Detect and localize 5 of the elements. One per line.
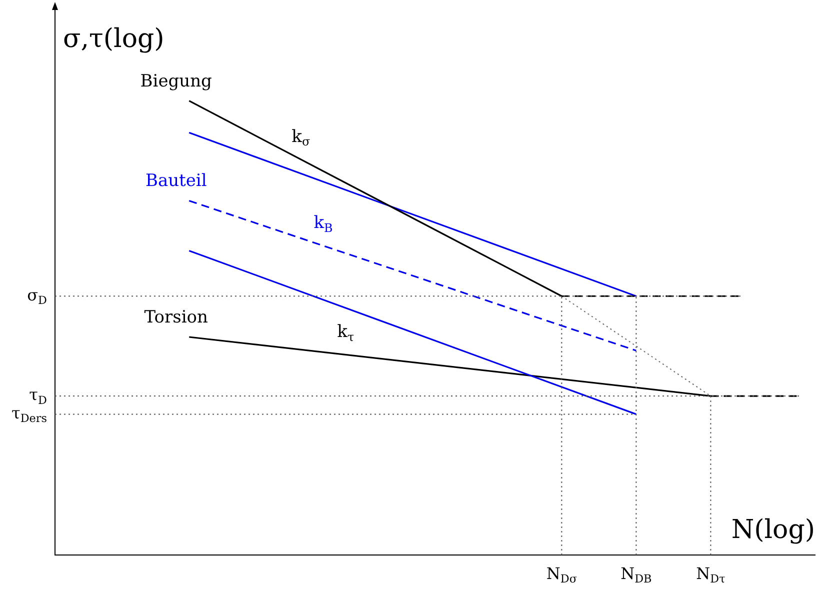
y-axis-title: σ,τ(log) [63, 24, 164, 54]
series-label: Torsion [144, 307, 208, 328]
series-label: Bauteil [145, 171, 207, 192]
series-label: Biegung [140, 71, 212, 92]
x-axis-title: N(log) [731, 514, 816, 545]
